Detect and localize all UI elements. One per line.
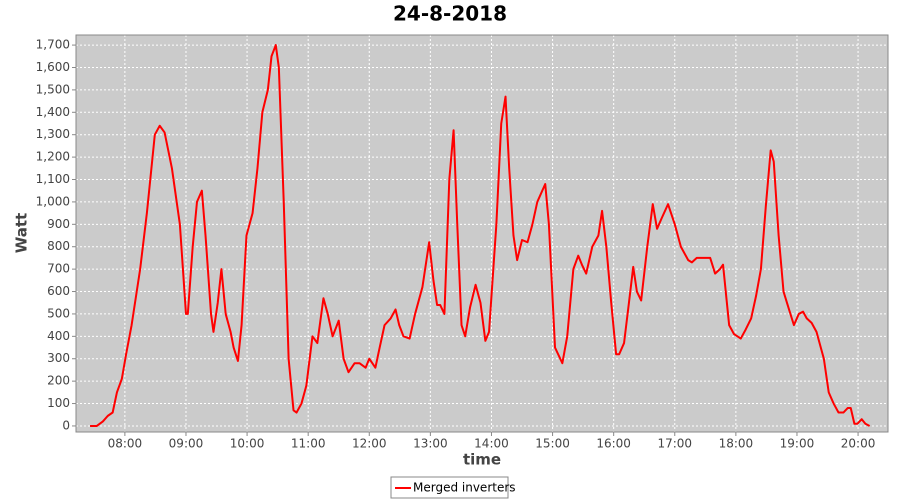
x-tick-label: 19:00 [780,437,815,451]
x-tick-label: 17:00 [657,437,692,451]
y-axis-label: Watt [13,213,31,253]
plot-area [76,35,888,432]
y-tick-label: 1,200 [36,150,70,164]
y-tick-label: 1,500 [36,82,70,96]
y-tick-label: 1,000 [36,194,70,208]
y-tick-label: 500 [47,306,70,320]
y-tick-label: 200 [47,374,70,388]
y-tick-label: 600 [47,284,70,298]
x-axis-label: time [463,451,501,469]
y-tick-label: 100 [47,396,70,410]
legend-label: Merged inverters [413,481,516,495]
y-tick-label: 400 [47,329,70,343]
x-tick-label: 10:00 [230,437,265,451]
y-tick-label: 1,100 [36,172,70,186]
chart-title: 24-8-2018 [393,2,507,26]
legend [390,476,509,499]
y-tick-label: 900 [47,217,70,231]
x-tick-label: 14:00 [474,437,509,451]
x-tick-label: 20:00 [841,437,876,451]
x-tick-label: 09:00 [169,437,204,451]
data-line [90,44,871,427]
y-tick-label: 1,600 [36,60,70,74]
y-tick-label: 1,400 [36,105,70,119]
x-tick-label: 08:00 [108,437,143,451]
y-tick-label: 700 [47,262,70,276]
x-tick-label: 16:00 [596,437,631,451]
x-tick-label: 11:00 [291,437,326,451]
y-tick-label: 800 [47,239,70,253]
y-tick-label: 1,700 [36,38,70,52]
x-tick-label: 18:00 [719,437,754,451]
y-tick-label: 1,300 [36,127,70,141]
plot-border [75,34,889,433]
x-tick-label: 15:00 [535,437,570,451]
y-tick-label: 300 [47,351,70,365]
x-tick-label: 12:00 [352,437,387,451]
x-tick-label: 13:00 [413,437,448,451]
y-tick-label: 0 [62,418,70,432]
